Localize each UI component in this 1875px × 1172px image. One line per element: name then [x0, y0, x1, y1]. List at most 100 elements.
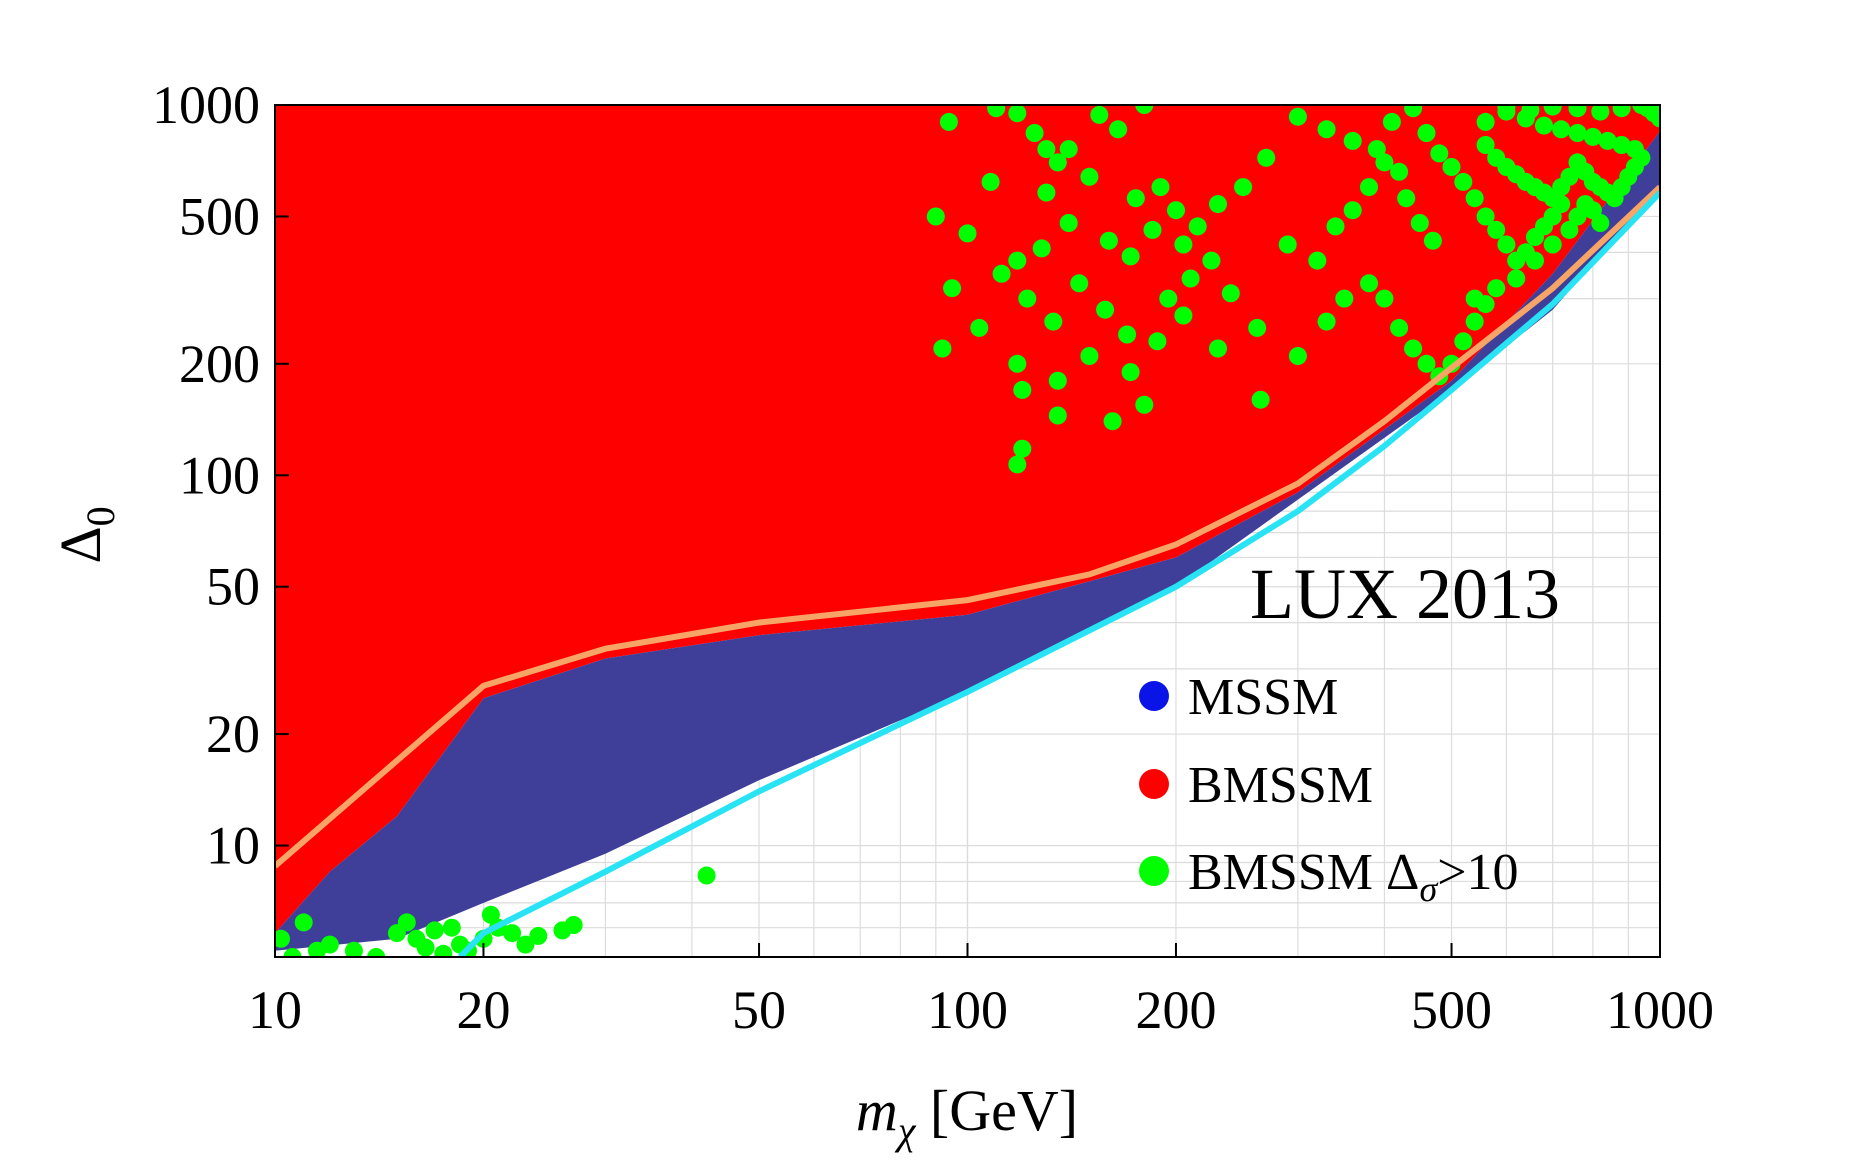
x-tick-label: 1000 [1606, 980, 1714, 1040]
bmssm-enhanced-point [1059, 140, 1078, 159]
bmssm-enhanced-point [320, 935, 339, 954]
bmssm-enhanced-point [1465, 289, 1484, 308]
bmssm-enhanced-point [1013, 439, 1032, 458]
bmssm-enhanced-point [926, 207, 945, 226]
bmssm-enhanced-point [1367, 140, 1386, 159]
bmssm-enhanced-point [1487, 279, 1506, 298]
bmssm-enhanced-point [1497, 105, 1516, 116]
legend-marker-mssm [1139, 681, 1169, 711]
bmssm-enhanced-point [1121, 247, 1140, 266]
x-tick-labels: 10 20 50 100 200 500 1000 [248, 980, 1714, 1040]
bmssm-enhanced-point [294, 913, 313, 932]
bmssm-enhanced-point [516, 935, 535, 954]
bmssm-enhanced-point [1013, 380, 1032, 399]
bmssm-enhanced-point [1560, 220, 1579, 239]
bmssm-enhanced-point [1360, 178, 1378, 197]
bmssm-enhanced-point [697, 866, 716, 885]
x-tick-label: 20 [457, 980, 511, 1040]
bmssm-enhanced-point [529, 926, 548, 945]
legend-marker-bmssm-enhanced [1139, 856, 1169, 886]
bmssm-enhanced-point [1465, 312, 1484, 331]
bmssm-enhanced-point [970, 318, 989, 337]
x-axis-subscript: χ [894, 1108, 917, 1153]
bmssm-enhanced-point [1070, 274, 1089, 293]
bmssm-enhanced-point [1278, 235, 1297, 254]
bmssm-enhanced-point [981, 172, 1000, 191]
bmssm-enhanced-point [1476, 207, 1495, 226]
bmssm-enhanced-points [275, 105, 1660, 957]
bmssm-enhanced-point [1591, 105, 1610, 121]
bmssm-enhanced-point [1526, 251, 1544, 270]
bmssm-enhanced-point [1188, 217, 1207, 236]
bmssm-enhanced-point [1090, 105, 1109, 124]
bmssm-enhanced-point [481, 905, 500, 924]
bmssm-enhanced-point [1326, 217, 1345, 236]
panel-annotation: LUX 2013 [1250, 554, 1560, 634]
bmssm-enhanced-point [1410, 214, 1429, 232]
bmssm-enhanced-point [283, 948, 302, 957]
x-tick-label: 100 [927, 980, 1008, 1040]
bmssm-enhanced-point [1174, 306, 1193, 325]
bmssm-enhanced-point [1442, 158, 1461, 176]
bmssm-enhanced-point [1543, 105, 1562, 116]
x-tick-label: 200 [1136, 980, 1217, 1040]
bmssm-enhanced-point [1651, 109, 1660, 128]
legend-enhanced-main: BMSSM Δ [1188, 844, 1419, 901]
bmssm-enhanced-point [1612, 105, 1631, 118]
bmssm-enhanced-point [1375, 289, 1394, 308]
bmssm-enhanced-point [1552, 120, 1571, 139]
bmssm-enhanced-point [987, 105, 1006, 118]
bmssm-enhanced-point [943, 279, 962, 298]
bmssm-enhanced-point [1025, 124, 1044, 142]
bmssm-enhanced-point [1008, 455, 1027, 474]
y-tick-label: 50 [206, 557, 260, 617]
bmssm-enhanced-point [1251, 390, 1270, 409]
bmssm-enhanced-point [1044, 312, 1063, 331]
bmssm-enhanced-point [1476, 136, 1495, 154]
y-tick-label: 200 [179, 334, 260, 394]
bmssm-enhanced-point [1008, 251, 1027, 270]
bmssm-enhanced-point [992, 264, 1011, 283]
bmssm-enhanced-point [1080, 347, 1099, 365]
bmssm-enhanced-point [564, 916, 583, 934]
bmssm-enhanced-point [442, 918, 461, 937]
y-tick-label: 20 [206, 704, 260, 764]
bmssm-enhanced-point [275, 929, 290, 948]
bmssm-enhanced-point [1430, 144, 1449, 163]
bmssm-enhanced-point [1018, 289, 1037, 308]
bmssm-enhanced-point [1008, 105, 1027, 123]
tick-marks [274, 104, 1661, 957]
y-tick-labels: 10 20 50 100 200 500 1000 [152, 75, 260, 876]
bmssm-enhanced-point [1032, 239, 1051, 258]
bmssm-enhanced-point [1417, 124, 1436, 142]
bmssm-enhanced-point [958, 224, 977, 243]
bmssm-enhanced-point [1109, 120, 1128, 139]
bmssm-enhanced-point [1174, 235, 1193, 254]
bmssm-enhanced-point [1568, 124, 1587, 142]
legend-label-bmssm: BMSSM [1188, 757, 1373, 814]
bmssm-enhanced-point [1487, 220, 1506, 239]
bmssm-enhanced-point [1454, 332, 1473, 351]
y-tick-label: 1000 [152, 75, 260, 135]
bmssm-enhanced-point [1121, 363, 1140, 382]
bmssm-enhanced-point [1521, 105, 1540, 119]
x-axis-symbol: m [856, 1078, 898, 1143]
bmssm-enhanced-point [1598, 131, 1617, 150]
bmssm-enhanced-point [1008, 354, 1027, 373]
y-axis-subscript: 0 [78, 506, 123, 526]
bmssm-enhanced-point [1126, 189, 1145, 208]
bmssm-enhanced-point [1202, 251, 1221, 270]
x-axis-unit: [GeV] [915, 1078, 1078, 1143]
bmssm-enhanced-point [1118, 325, 1137, 344]
bmssm-region [275, 105, 1660, 957]
bmssm-enhanced-point [1143, 220, 1162, 239]
x-tick-label: 500 [1411, 980, 1492, 1040]
bmssm-enhanced-point [1335, 289, 1354, 308]
bmssm-enhanced-point [1288, 347, 1307, 365]
bmssm-enhanced-point [1037, 140, 1056, 159]
bmssm-enhanced-point [1096, 300, 1115, 319]
bmssm-enhanced-point [1360, 274, 1378, 293]
legend: MSSM BMSSM BMSSM Δσ>10 [1139, 669, 1519, 909]
bmssm-enhanced-point [503, 924, 522, 943]
legend-label-bmssm-enhanced: BMSSM Δσ>10 [1188, 844, 1519, 909]
